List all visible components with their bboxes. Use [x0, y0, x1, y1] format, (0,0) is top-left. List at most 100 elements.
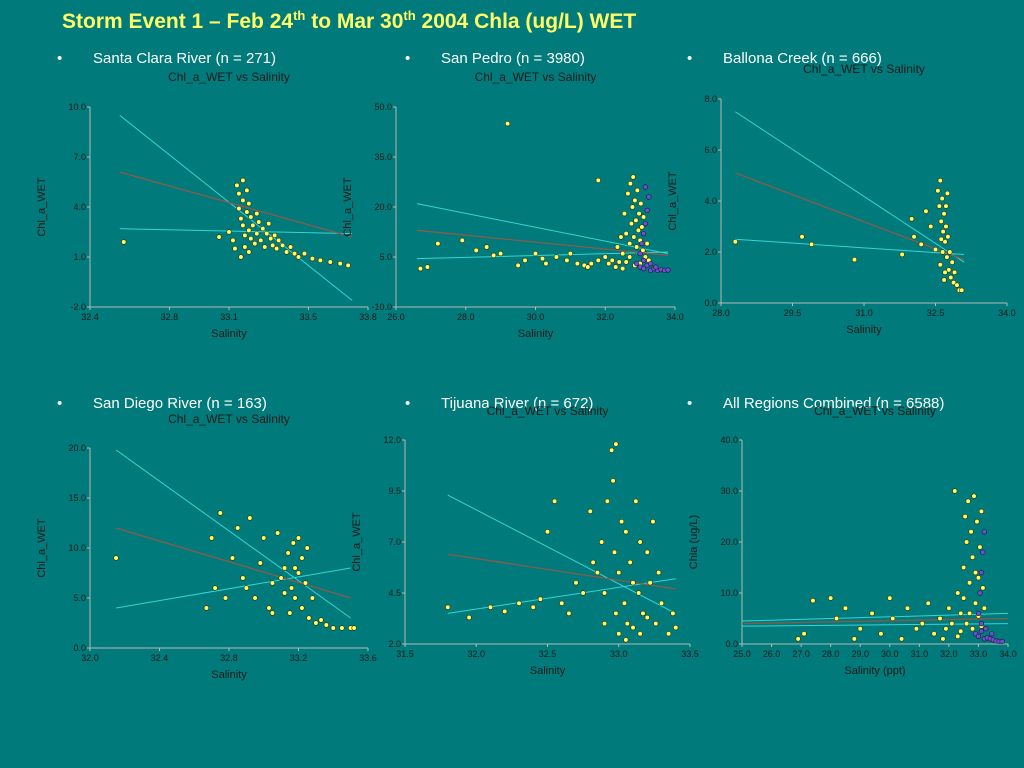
data-point	[285, 550, 291, 556]
data-point	[113, 555, 119, 561]
confidence-upper-line	[735, 111, 965, 263]
dense-data-point	[978, 569, 985, 576]
data-point	[295, 570, 302, 576]
panel-label-text: Tijuana River (n = 672)	[441, 395, 594, 412]
data-point	[618, 234, 624, 240]
data-point	[246, 201, 252, 207]
confidence-lower-line	[115, 567, 351, 609]
data-point	[330, 625, 336, 631]
data-point	[644, 241, 650, 247]
data-point	[946, 267, 952, 273]
x-tick-label: 33.5	[300, 312, 318, 322]
data-point	[459, 237, 465, 243]
data-point	[949, 620, 955, 627]
data-point	[246, 227, 252, 233]
dense-data-point	[977, 590, 983, 596]
data-point	[975, 575, 982, 581]
confidence-upper-line	[115, 449, 351, 619]
data-point	[613, 264, 619, 270]
data-point	[417, 266, 424, 272]
data-point	[226, 229, 232, 235]
y-tick-label: -2.0	[70, 302, 86, 312]
data-point	[923, 208, 929, 214]
x-tick-label: 32.5	[539, 649, 557, 659]
y-tick-label: 50.0	[374, 102, 392, 112]
data-point	[248, 236, 254, 242]
data-point	[621, 211, 628, 217]
dense-data-point	[989, 631, 995, 637]
data-point	[639, 224, 645, 230]
data-point	[539, 256, 546, 262]
x-tick-label: 32.4	[151, 653, 169, 663]
dense-data-point	[999, 638, 1005, 644]
data-point	[574, 261, 580, 267]
data-point	[266, 605, 272, 611]
data-point	[288, 585, 295, 591]
dense-data-point	[646, 194, 652, 200]
dense-data-point	[641, 266, 647, 272]
data-point	[217, 510, 223, 516]
data-point	[339, 625, 345, 631]
data-point	[972, 600, 979, 606]
bullet: •	[57, 50, 63, 67]
x-tick-label: 31.0	[855, 308, 873, 318]
data-point	[121, 239, 127, 245]
title-sup-2: th	[403, 8, 416, 23]
data-point	[620, 266, 626, 272]
data-point	[601, 590, 608, 596]
data-point	[543, 261, 549, 267]
data-point	[618, 518, 625, 525]
data-point	[961, 595, 967, 601]
confidence-lower-line	[119, 228, 353, 235]
dense-data-point	[978, 628, 985, 634]
plot-area	[445, 441, 679, 643]
data-point	[851, 257, 858, 263]
data-point	[656, 569, 662, 576]
data-point	[842, 605, 849, 611]
data-point	[252, 241, 258, 247]
data-point	[610, 478, 616, 484]
data-point	[599, 539, 605, 545]
data-point	[278, 575, 284, 581]
x-tick-label: 32.5	[927, 308, 945, 318]
x-tick-label: 28.0	[457, 312, 475, 322]
data-point	[795, 636, 801, 642]
data-point	[252, 595, 258, 601]
dense-data-point	[639, 241, 645, 247]
y-tick-label: 20.0	[720, 537, 738, 547]
data-point	[911, 234, 917, 240]
data-point	[952, 488, 958, 494]
data-point	[636, 211, 642, 217]
data-point	[650, 518, 656, 525]
data-point	[941, 211, 947, 217]
y-axis-label: Chl_a_WET	[36, 177, 48, 237]
plot-area	[416, 121, 671, 273]
dense-data-point	[665, 267, 671, 273]
data-point	[628, 221, 635, 227]
data-point	[515, 262, 521, 268]
panel-label-text: Ballona Creek (n = 666)	[723, 50, 882, 67]
y-tick-label: 7.0	[73, 152, 86, 162]
data-point	[938, 236, 944, 242]
data-point	[254, 211, 260, 217]
data-point	[898, 636, 905, 642]
data-point	[658, 600, 665, 606]
dense-data-point	[641, 257, 647, 263]
data-point	[630, 580, 636, 586]
data-point	[918, 241, 924, 247]
y-tick-label: 0.0	[725, 639, 738, 649]
data-point	[269, 610, 276, 616]
data-point	[630, 174, 636, 180]
slide-title: Storm Event 1 – Feb 24th to Mar 30th 200…	[62, 8, 636, 34]
data-point	[624, 620, 630, 627]
data-point	[955, 590, 961, 596]
x-tick-label: 27.0	[792, 649, 810, 659]
y-tick-label: 15.0	[68, 493, 86, 503]
y-tick-label: 1.0	[73, 252, 86, 262]
data-point	[323, 622, 329, 628]
data-point	[936, 203, 942, 209]
data-point	[295, 254, 302, 260]
dense-data-point	[980, 549, 986, 555]
data-point	[280, 242, 286, 248]
data-point	[254, 231, 260, 237]
